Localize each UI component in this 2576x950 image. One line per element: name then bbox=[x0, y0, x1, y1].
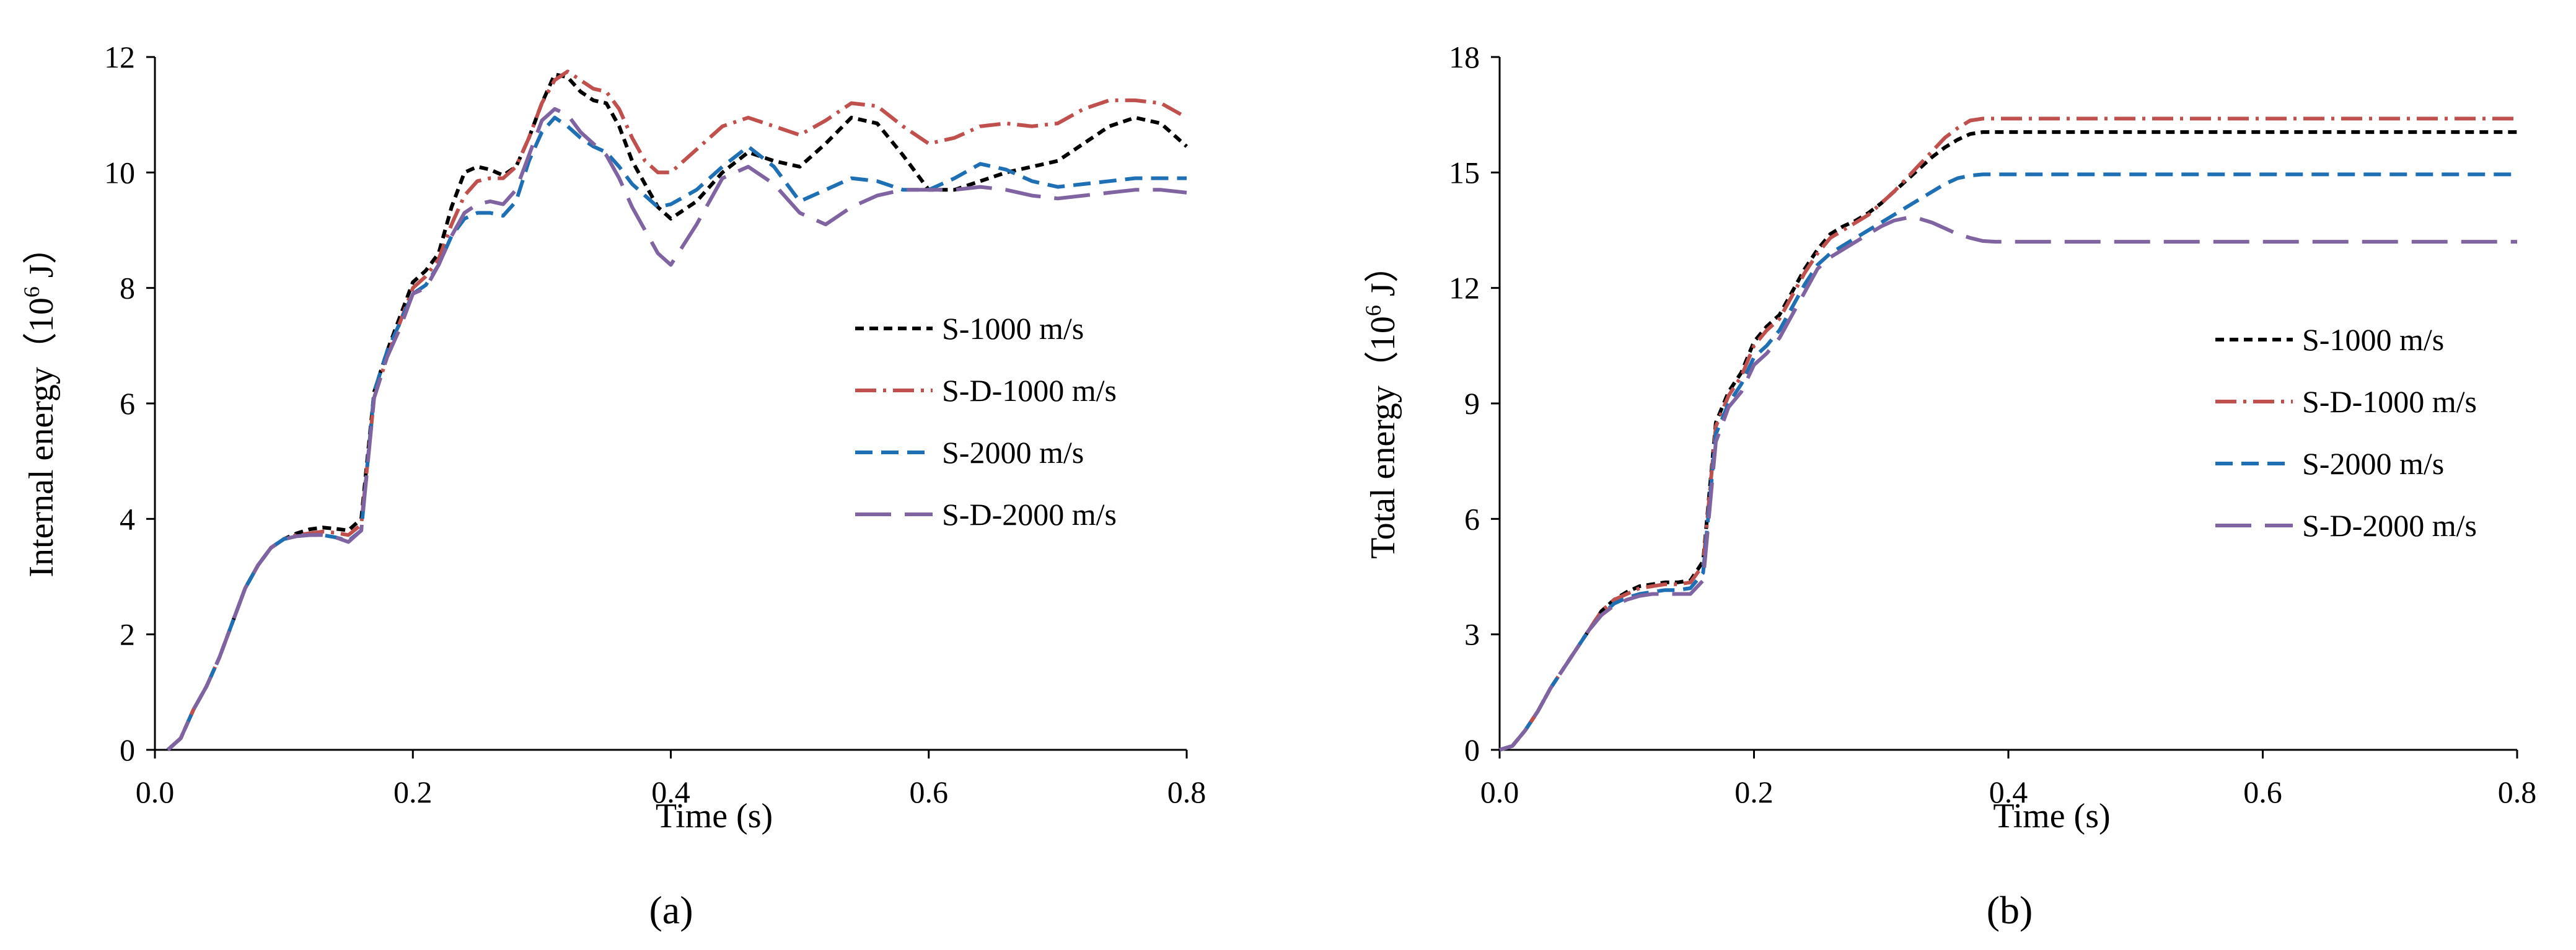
y-axis-title-exponent: 6 bbox=[1361, 305, 1386, 316]
series-line-s-d-1000-m-s bbox=[1499, 117, 2517, 752]
x-tick-label: 0.2 bbox=[1734, 775, 1774, 809]
legend-label: S-D-1000 m/s bbox=[942, 373, 1117, 408]
x-axis-title: Time (s) bbox=[1993, 797, 2110, 835]
y-axis-title-unit: J） bbox=[1364, 248, 1402, 305]
y-tick-label: 8 bbox=[120, 271, 135, 306]
y-axis-title-text: Internal energy（10 bbox=[22, 297, 61, 577]
legend: S-1000 m/s S-D-1000 m/s S-2000 m/s S-D-2000… bbox=[855, 311, 1117, 532]
x-tick-label: 0.4 bbox=[651, 775, 690, 809]
y-tick-label: 6 bbox=[1464, 501, 1480, 536]
x-tick-label: 0.0 bbox=[1480, 775, 1519, 809]
legend-label: S-2000 m/s bbox=[2302, 446, 2444, 481]
x-tick-label: 0.8 bbox=[1167, 775, 1207, 809]
y-tick-label: 0 bbox=[120, 732, 135, 767]
x-tick-label: 0.8 bbox=[2498, 775, 2537, 809]
y-tick-label: 6 bbox=[120, 386, 135, 421]
y-tick-label: 2 bbox=[120, 617, 135, 652]
legend-label: S-D-2000 m/s bbox=[2302, 508, 2477, 543]
x-tick-label: 0.6 bbox=[2243, 775, 2282, 809]
y-tick-label: 12 bbox=[1449, 271, 1480, 306]
panel-a-internal-energy-chart: 0 2 4 6 8 10 12 0.0 0.2 0.4 0.6 0.8 Time (s) Internal… bbox=[19, 40, 1206, 932]
x-tick-label: 0.2 bbox=[393, 775, 433, 809]
y-axis-title: Internal energy（106 J） bbox=[19, 229, 61, 577]
panel-label: (b) bbox=[1987, 888, 2033, 932]
y-tick-label: 15 bbox=[1449, 155, 1480, 190]
y-tick-label: 3 bbox=[1464, 617, 1480, 652]
y-tick-label: 18 bbox=[1449, 40, 1480, 74]
y-axis-title: Total energy（106 J） bbox=[1361, 248, 1402, 558]
x-tick-label: 0.6 bbox=[910, 775, 949, 809]
y-tick-label: 0 bbox=[1464, 732, 1480, 767]
series-line-s-1000-m-s bbox=[1499, 130, 2517, 752]
legend-label: S-1000 m/s bbox=[2302, 322, 2444, 357]
x-tick-label: 0.4 bbox=[1989, 775, 2028, 809]
series-line-s-d-2000-m-s bbox=[166, 107, 1187, 752]
y-axis-title-exponent: 6 bbox=[19, 286, 44, 297]
legend-label: S-D-2000 m/s bbox=[942, 497, 1117, 532]
series-line-s-1000-m-s bbox=[166, 73, 1189, 752]
legend-label: S-2000 m/s bbox=[942, 435, 1084, 470]
legend: S-1000 m/s S-D-1000 m/s S-2000 m/s S-D-2000… bbox=[2215, 322, 2477, 543]
series-line-s-d-1000-m-s bbox=[166, 69, 1188, 752]
y-tick-label: 4 bbox=[120, 501, 135, 536]
series-line-s-2000-m-s bbox=[166, 115, 1187, 752]
panel-label: (a) bbox=[649, 888, 693, 932]
y-tick-label: 12 bbox=[104, 40, 135, 74]
y-tick-label: 9 bbox=[1464, 386, 1480, 421]
x-axis-title: Time (s) bbox=[656, 797, 773, 835]
y-axis-title-unit: J） bbox=[22, 229, 61, 286]
y-axis-title-text: Total energy（10 bbox=[1364, 316, 1402, 559]
y-tick-label: 10 bbox=[104, 155, 135, 190]
panel-b-total-energy-chart: 0 3 6 9 12 15 18 0.0 0.2 0.4 0.6 0.8 Time (s) Total e… bbox=[1361, 40, 2536, 932]
legend-label: S-D-1000 m/s bbox=[2302, 384, 2477, 419]
legend-label: S-1000 m/s bbox=[942, 311, 1084, 346]
x-tick-label: 0.0 bbox=[136, 775, 175, 809]
series-line-s-d-2000-m-s bbox=[1499, 216, 2517, 752]
